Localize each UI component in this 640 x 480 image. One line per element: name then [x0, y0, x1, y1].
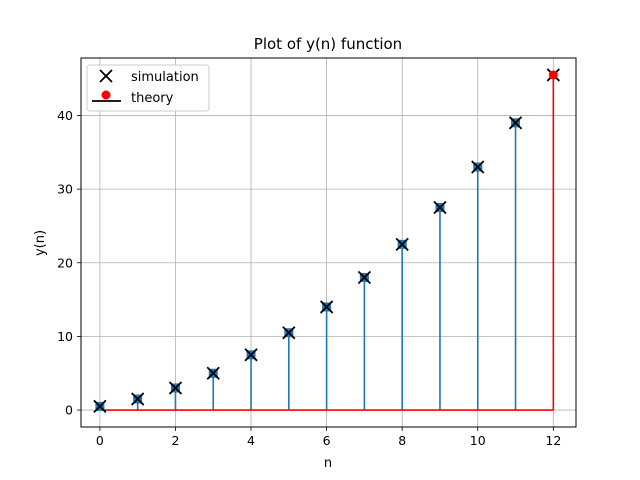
simulation-x-marker [131, 392, 145, 406]
x-marker-stroke [319, 300, 334, 314]
y-tick-label: 40 [57, 108, 73, 123]
x-tick-label: 4 [247, 433, 255, 448]
simulation-x-marker [93, 399, 107, 414]
y-tick-label: 20 [57, 255, 73, 270]
x-marker-icon [99, 69, 113, 83]
simulation-x-marker [282, 326, 296, 340]
x-tick-label: 0 [96, 433, 104, 448]
y-tick-label: 0 [65, 403, 73, 418]
stems [99, 74, 555, 411]
simulation-x-marker [168, 381, 183, 395]
legend-frame [86, 64, 210, 112]
x-tick-label: 6 [323, 433, 331, 448]
legend-label-simulation: simulation [131, 70, 199, 85]
legend: simulation theory [86, 64, 210, 112]
x-marker-stroke [471, 160, 485, 174]
simulation-x-marker [433, 200, 447, 215]
ticks: 0 2 4 6 8 10 12 0 10 20 30 40 [57, 108, 561, 448]
theory-point [548, 70, 558, 80]
x-axis-label: n [324, 456, 332, 471]
x-tick-label: 8 [398, 433, 406, 448]
x-marker-stroke [508, 116, 523, 130]
x-marker-stroke [168, 381, 183, 395]
x-tick-label: 10 [470, 433, 486, 448]
x-marker-stroke [244, 348, 258, 362]
simulation-x-marker [244, 348, 258, 362]
legend-label-theory: theory [131, 91, 174, 106]
x-marker-stroke [131, 392, 145, 406]
simulation-x-marker [395, 237, 409, 251]
simulation-x-marker [508, 116, 523, 130]
x-tick-label: 12 [545, 433, 561, 448]
y-tick-label: 30 [57, 182, 73, 197]
y-axis-label: y(n) [33, 230, 48, 256]
legend-item-theory: theory [92, 90, 174, 106]
simulation-x-marker [319, 300, 334, 314]
x-tick-label: 2 [171, 433, 179, 448]
plot-area-frame [80, 57, 577, 428]
chart-title: Plot of y(n) function [254, 35, 402, 53]
x-marker-stroke [206, 366, 220, 380]
dot-marker-icon [101, 90, 111, 100]
simulation-x-marker [206, 366, 220, 380]
legend-item-simulation: simulation [99, 69, 199, 85]
simulation-x-marker [471, 160, 485, 174]
simulation-x-marker [357, 270, 372, 285]
x-marker-stroke [282, 326, 296, 340]
x-marker-stroke [433, 200, 447, 215]
x-marker-stroke [395, 237, 409, 251]
x-marker-stroke [357, 270, 372, 285]
markers [93, 68, 560, 414]
y-tick-label: 10 [57, 329, 73, 344]
x-marker-stroke [93, 399, 107, 414]
